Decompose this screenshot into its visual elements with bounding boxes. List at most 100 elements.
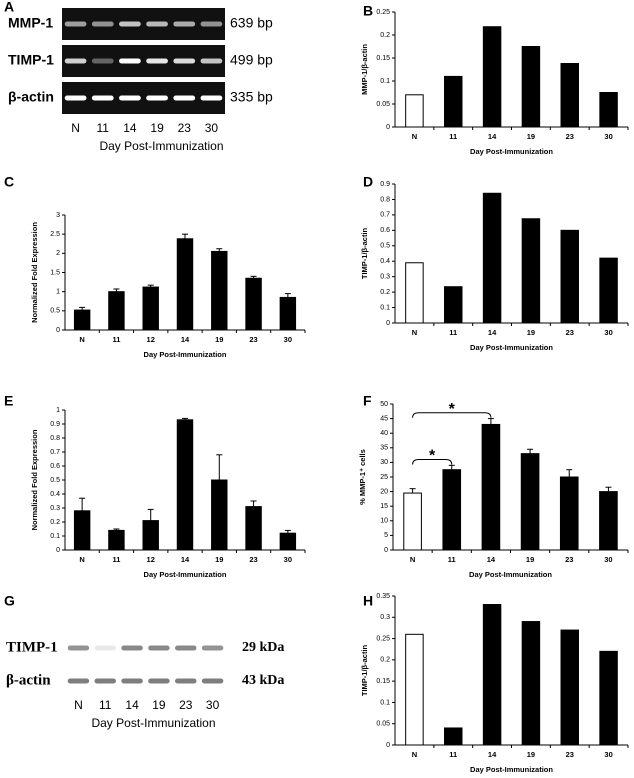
error-bar <box>147 284 154 288</box>
y-axis-label: TIMP-1/β-actin <box>360 644 369 696</box>
y-tick-label: 0.25 <box>376 635 390 642</box>
bar <box>482 192 502 324</box>
y-tick-label: 0.4 <box>380 258 390 265</box>
y-tick-label: 0 <box>386 320 390 327</box>
y-tick-label: 0.1 <box>50 533 60 540</box>
bar <box>108 529 125 551</box>
x-tick-label: 19 <box>527 750 535 759</box>
bar <box>599 257 618 324</box>
bar <box>176 238 194 331</box>
bar <box>599 491 618 551</box>
y-tick-label: 0.35 <box>376 593 390 600</box>
bar <box>142 520 159 551</box>
error-bar <box>182 417 188 420</box>
gel-band <box>64 58 87 64</box>
x-axis-label: Day Post-Immunization <box>470 343 553 352</box>
y-tick-label: 0.7 <box>380 212 390 219</box>
y-axis-label: TIMP-1/β-actin <box>360 227 369 279</box>
bar <box>211 250 228 331</box>
y-tick-label: 20 <box>380 488 388 495</box>
error-bar <box>216 248 223 252</box>
y-tick-label: 0 <box>56 547 60 554</box>
x-tick-label: 11 <box>448 555 456 564</box>
x-tick-label: 19 <box>215 555 223 564</box>
y-tick-label: 1.5 <box>50 269 60 276</box>
panel-label: D <box>363 174 373 190</box>
lane-label: 23 <box>178 121 192 135</box>
y-tick-label: 0.3 <box>380 274 390 281</box>
panel-label: C <box>4 174 14 190</box>
row-label: TIMP-1 <box>8 52 54 68</box>
error-bar <box>182 233 188 239</box>
row-size: 639 bp <box>230 15 273 31</box>
error-bar <box>605 486 612 492</box>
x-tick-label: 19 <box>526 555 534 564</box>
x-tick-label: 23 <box>565 555 573 564</box>
bar <box>405 262 424 324</box>
bar <box>444 286 463 324</box>
gel-band <box>173 58 196 64</box>
gel-band <box>119 58 141 64</box>
x-tick-label: 14 <box>488 328 497 337</box>
gel-band <box>91 58 114 64</box>
y-tick-label: 45 <box>380 415 388 422</box>
x-tick-label: N <box>79 555 84 564</box>
gel-band <box>121 645 143 651</box>
y-tick-label: 0 <box>384 547 388 554</box>
bar <box>560 629 579 746</box>
bar <box>279 532 297 551</box>
lane-label: 14 <box>125 698 139 712</box>
gel-band <box>119 95 141 101</box>
x-tick-label: 19 <box>527 132 535 141</box>
y-tick-label: 0.3 <box>380 614 390 621</box>
x-axis-label: Day Post-Immunization <box>470 765 553 774</box>
y-tick-label: 0.8 <box>50 435 60 442</box>
lane-label: 30 <box>205 121 219 135</box>
gel-band <box>91 21 114 27</box>
y-tick-label: 25 <box>380 474 388 481</box>
x-axis-label: Day Post-Immunization <box>470 147 553 156</box>
gel-band <box>201 645 224 651</box>
x-tick-label: N <box>410 555 415 564</box>
error-bar <box>113 288 120 292</box>
y-tick-label: 0.15 <box>376 678 390 685</box>
y-tick-label: 0.3 <box>50 505 60 512</box>
y-tick-label: 0.05 <box>376 721 390 728</box>
y-tick-label: 0.5 <box>50 308 60 315</box>
bar <box>482 604 502 746</box>
x-tick-label: 23 <box>566 750 574 759</box>
bar <box>599 650 618 746</box>
lane-label: 14 <box>123 121 137 135</box>
gel-band <box>148 678 170 684</box>
gel-band <box>119 21 141 27</box>
error-bar <box>79 497 86 511</box>
bar <box>599 92 618 128</box>
gel-band <box>200 95 223 101</box>
x-tick-label: 30 <box>604 555 612 564</box>
y-axis-label: % MMP-1⁺ cells <box>358 449 367 505</box>
x-tick-label: N <box>412 750 417 759</box>
x-tick-label: 11 <box>112 555 120 564</box>
gel-strip <box>62 82 225 114</box>
gel-band <box>146 58 168 64</box>
error-bar <box>566 469 573 477</box>
bar <box>444 75 463 128</box>
error-bar <box>284 529 291 534</box>
error-bar <box>147 508 154 521</box>
y-tick-label: 0.1 <box>380 78 390 85</box>
y-tick-label: 0.8 <box>380 196 390 203</box>
x-tick-label: 14 <box>181 555 190 564</box>
y-tick-label: 0.5 <box>50 477 60 484</box>
bar <box>279 296 297 331</box>
gel-band <box>148 645 170 651</box>
gel-band <box>64 21 87 27</box>
gel-band <box>94 645 116 651</box>
bar <box>245 277 262 331</box>
y-tick-label: 0.9 <box>380 181 390 188</box>
gel-strip <box>62 8 225 40</box>
y-tick-label: 5 <box>384 532 388 539</box>
bar <box>73 309 91 331</box>
x-axis-label: Day Post-Immunization <box>144 350 227 359</box>
gel-band <box>67 645 90 651</box>
y-tick-label: 40 <box>380 430 388 437</box>
